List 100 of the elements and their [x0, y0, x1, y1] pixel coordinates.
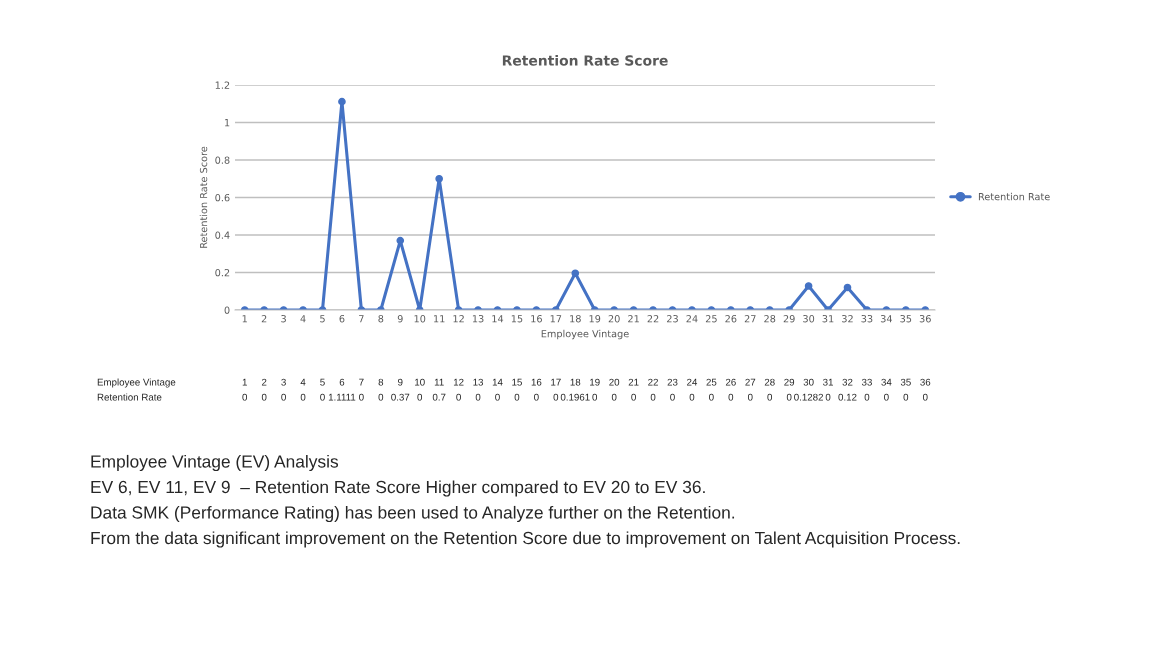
category-label: 30: [803, 378, 814, 386]
text: EV 6, EV 11, EV 9 – Retention Rate Score Higher compared to EV 20 to EV 36.: [91, 480, 705, 497]
x-tick-label: 7: [359, 315, 364, 323]
x-tick-label: 6: [339, 315, 345, 323]
data-label: 0: [631, 393, 636, 401]
category-label: 29: [784, 378, 795, 386]
category-label: 2: [261, 378, 267, 386]
data-label: 0: [281, 393, 286, 401]
category-label: 28: [764, 378, 775, 386]
data-label: 0: [553, 393, 559, 401]
data-label: 0: [592, 393, 598, 401]
data-label: 0: [903, 393, 909, 401]
x-tick-label: 2: [261, 315, 267, 323]
x-tick-label: 19: [589, 315, 601, 323]
text: Employee Vintage (EV) Analysis: [91, 454, 339, 472]
category-label: 11: [434, 378, 444, 386]
data-label: 0: [611, 393, 617, 401]
x-tick-label: 22: [647, 315, 659, 323]
category-label: 27: [745, 378, 756, 386]
y-axis-title: Retention Rate Score: [199, 146, 208, 248]
data-label: 0: [534, 393, 539, 401]
x-tick-label: 35: [900, 315, 912, 323]
category-label: 10: [415, 378, 425, 386]
category-label: 23: [667, 378, 678, 386]
category-label: 9: [398, 378, 403, 386]
data-label: 0.12: [838, 393, 857, 401]
x-tick-label: 20: [608, 315, 620, 323]
category-label: 35: [900, 378, 911, 386]
category-label: 8: [378, 378, 384, 386]
category-label: 24: [687, 378, 698, 386]
y-tick-label: 0.4: [215, 231, 230, 239]
category-label: 19: [590, 378, 600, 386]
category-label: 1: [242, 378, 247, 386]
x-tick-label: 23: [667, 315, 678, 323]
y-tick-label: 0.2: [215, 268, 230, 277]
category-label: 3: [281, 378, 286, 386]
x-tick-label: 29: [783, 315, 795, 323]
category-label: 20: [609, 378, 620, 386]
x-tick-label: 3: [281, 315, 286, 323]
data-label: 0.37: [391, 393, 410, 401]
data-label: 0: [495, 393, 500, 401]
category-label: 4: [300, 378, 306, 386]
point: [338, 97, 346, 106]
x-tick-label: 26: [725, 315, 737, 323]
data-label: 0: [359, 393, 364, 401]
data-label: 0: [689, 393, 695, 401]
x-tick-label: 34: [880, 315, 893, 323]
x-tick-label: 25: [705, 315, 717, 323]
y-tick-label: 1.2: [215, 81, 230, 89]
category-label: 13: [473, 378, 484, 386]
category-label: 25: [706, 378, 717, 386]
x-tick-label: 4: [300, 315, 306, 323]
text: Employee Vintage: [97, 378, 176, 388]
x-tick-label: 30: [803, 315, 815, 323]
category-label: 21: [628, 378, 639, 386]
data-label: 0: [884, 393, 889, 401]
category-label: 14: [492, 378, 503, 386]
category-label: 33: [861, 378, 872, 386]
point: [396, 236, 405, 245]
category-label: 7: [359, 378, 364, 386]
data-label: 0: [864, 393, 870, 401]
x-tick-label: 18: [570, 315, 581, 323]
text: Retention Rate: [97, 393, 162, 401]
x-tick-label: 1: [242, 315, 247, 323]
y-tick-label: 0: [224, 306, 230, 314]
data-label: 0: [475, 393, 481, 401]
x-tick-label: 36: [919, 315, 931, 323]
data-label: 0: [650, 393, 656, 401]
category-label: 15: [512, 378, 522, 386]
x-tick-label: 24: [686, 315, 698, 323]
category-label: 34: [881, 378, 892, 386]
category-label: 5: [320, 378, 325, 386]
data-label: 0: [747, 393, 753, 401]
x-tick-label: 31: [822, 315, 834, 323]
data-label: 0: [709, 393, 714, 401]
x-tick-label: 14: [492, 315, 504, 323]
data-label: 0.1282: [794, 393, 823, 401]
data-label: 0.7: [432, 393, 446, 401]
category-label: 16: [531, 378, 542, 386]
x-tick-label: 27: [744, 315, 756, 323]
data-label: 0: [456, 393, 461, 401]
data-label: 0: [261, 393, 267, 401]
x-tick-label: 16: [531, 315, 542, 323]
x-tick-label: 10: [414, 315, 426, 323]
category-label: 22: [648, 378, 658, 386]
point: [435, 174, 443, 183]
y-tick-label: 0.8: [215, 156, 230, 164]
x-tick-label: 13: [472, 315, 484, 323]
point: [843, 283, 852, 292]
text: Data SMK (Performance Rating) has been used to Analyze further on the Retention.: [91, 505, 735, 523]
x-tick-label: 5: [320, 315, 325, 323]
data-label: 0: [514, 393, 520, 401]
category-label: 18: [570, 378, 581, 386]
category-label: 12: [453, 378, 464, 386]
x-tick-label: 11: [434, 315, 445, 323]
category-label: 26: [725, 378, 736, 386]
x-tick-label: 32: [842, 315, 853, 323]
data-label: 0: [417, 393, 423, 401]
data-label: 0: [320, 393, 325, 401]
x-tick-label: 8: [378, 315, 384, 323]
